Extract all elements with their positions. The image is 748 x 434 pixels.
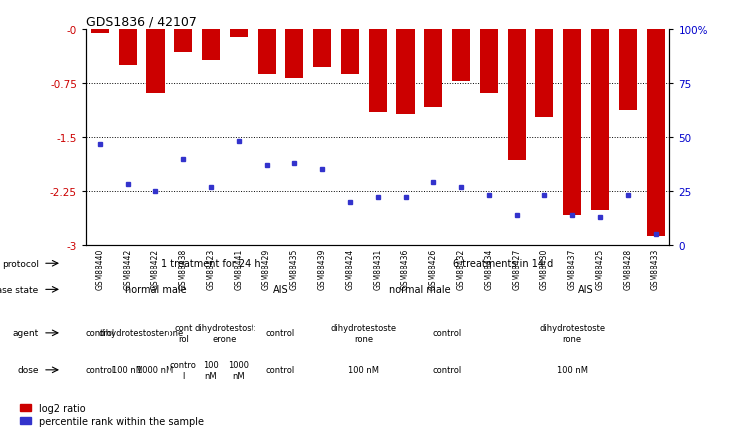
Text: control: control <box>85 365 114 375</box>
Bar <box>452 30 470 82</box>
Text: 6 treatments in 14 d: 6 treatments in 14 d <box>453 259 553 269</box>
Text: cont
rol: cont rol <box>174 323 192 343</box>
Bar <box>591 30 609 211</box>
Text: GDS1836 / 42107: GDS1836 / 42107 <box>86 15 197 28</box>
Text: dihydrotestosterone: dihydrotestosterone <box>99 329 184 338</box>
Text: dihydrotestost
erone: dihydrotestost erone <box>194 323 255 343</box>
Bar <box>91 30 109 34</box>
Text: dihydrotestoste
rone: dihydrotestoste rone <box>539 323 605 343</box>
Text: 1 treatment for 24 h: 1 treatment for 24 h <box>162 259 261 269</box>
Text: AIS: AIS <box>273 285 288 295</box>
Text: 1000 nM: 1000 nM <box>138 365 174 375</box>
Bar <box>424 30 442 108</box>
Text: protocol: protocol <box>1 259 39 268</box>
Text: control: control <box>432 365 462 375</box>
Text: dihydrotestoste
rone: dihydrotestoste rone <box>331 323 397 343</box>
Bar <box>202 30 220 60</box>
Text: dose: dose <box>17 365 39 375</box>
Bar <box>230 30 248 37</box>
Bar <box>119 30 137 66</box>
Bar <box>396 30 414 115</box>
Text: 100 nM: 100 nM <box>112 365 143 375</box>
Bar <box>619 30 637 111</box>
Bar <box>563 30 581 215</box>
Text: disease state: disease state <box>0 285 39 294</box>
Text: control: control <box>266 329 295 338</box>
Bar <box>286 30 304 79</box>
Bar <box>646 30 664 237</box>
Bar <box>369 30 387 113</box>
Text: normal male: normal male <box>125 285 186 295</box>
Text: 100 nM: 100 nM <box>557 365 588 375</box>
Bar <box>508 30 526 161</box>
Bar <box>341 30 359 75</box>
Text: normal male: normal male <box>389 285 450 295</box>
Text: 1000
nM: 1000 nM <box>228 360 249 380</box>
Bar <box>480 30 498 93</box>
Bar <box>536 30 554 118</box>
Bar <box>147 30 165 93</box>
Text: agent: agent <box>13 329 39 338</box>
Legend: log2 ratio, percentile rank within the sample: log2 ratio, percentile rank within the s… <box>19 403 204 426</box>
Text: control: control <box>432 329 462 338</box>
Text: control: control <box>266 365 295 375</box>
Bar <box>257 30 276 75</box>
Bar <box>313 30 331 68</box>
Bar <box>174 30 192 53</box>
Text: 100 nM: 100 nM <box>349 365 379 375</box>
Text: control: control <box>85 329 114 338</box>
Text: contro
l: contro l <box>170 360 197 380</box>
Text: 100
nM: 100 nM <box>203 360 219 380</box>
Text: AIS: AIS <box>578 285 594 295</box>
